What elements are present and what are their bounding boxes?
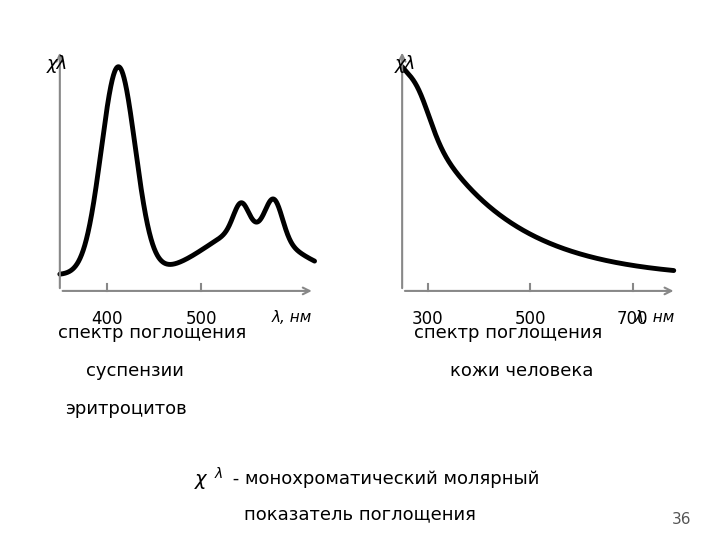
Text: эритроцитов: эритроцитов	[65, 400, 186, 417]
Text: суспензии: суспензии	[86, 362, 184, 380]
Text: 36: 36	[672, 512, 691, 527]
Text: χλ: χλ	[395, 55, 415, 73]
Text: 300: 300	[412, 310, 444, 328]
Text: - монохроматический молярный: - монохроматический молярный	[227, 470, 539, 488]
Text: λ, нм: λ, нм	[634, 310, 675, 325]
Text: 500: 500	[186, 310, 217, 328]
Text: показатель поглощения: показатель поглощения	[244, 505, 476, 523]
Text: χλ: χλ	[47, 55, 68, 73]
Text: λ, нм: λ, нм	[271, 310, 312, 325]
Text: λ: λ	[215, 467, 222, 481]
Text: 700: 700	[617, 310, 649, 328]
Text: спектр поглощения: спектр поглощения	[58, 324, 246, 342]
Text: спектр поглощения: спектр поглощения	[414, 324, 602, 342]
Text: кожи человека: кожи человека	[450, 362, 593, 380]
Text: χ: χ	[194, 470, 206, 489]
Text: 400: 400	[91, 310, 122, 328]
Text: 500: 500	[515, 310, 546, 328]
